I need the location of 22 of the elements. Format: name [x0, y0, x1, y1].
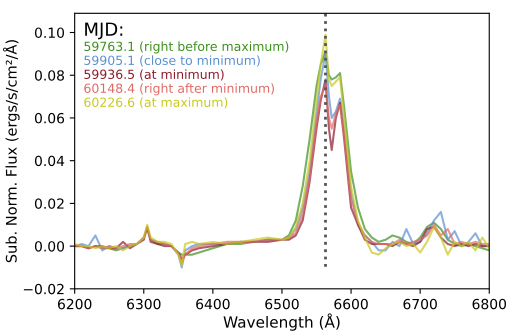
x-tick-label: 6700: [403, 298, 437, 310]
text: 59905.1 (close to minimum): [84, 55, 260, 66]
x-tick-label: 6400: [196, 298, 230, 310]
text: 60148.4 (right after minimum): [84, 83, 274, 96]
text: 59763.1 (right before maximum): [84, 41, 288, 54]
x-tick-label: 6500: [265, 298, 299, 310]
y-tick-label: 0.10: [34, 27, 64, 38]
text: 60226.6 (at maximum): [84, 97, 228, 108]
x-tick-label: 6200: [58, 298, 92, 310]
y-tick-label: −0.02: [24, 284, 64, 294]
y-tick-label: 0.02: [34, 198, 64, 209]
legend-title: MJD:: [85, 22, 122, 40]
x-tick-label: 6800: [472, 298, 506, 310]
y-tick-label: 0.06: [34, 112, 64, 124]
y-tick-label: 0.08: [34, 70, 64, 81]
x-tick-label: 6300: [127, 298, 161, 310]
y-axis-title: Sub. Norm. Flux (ergs/s/cm²/Å): [3, 40, 20, 262]
y-tick-label: 0.00: [34, 241, 64, 252]
x-tick-label: 6600: [334, 298, 368, 310]
y-tick-label: 0.04: [34, 156, 64, 166]
text: 59936.5 (at minimum): [84, 69, 224, 80]
x-axis-title: Wavelength (Å): [224, 313, 340, 331]
